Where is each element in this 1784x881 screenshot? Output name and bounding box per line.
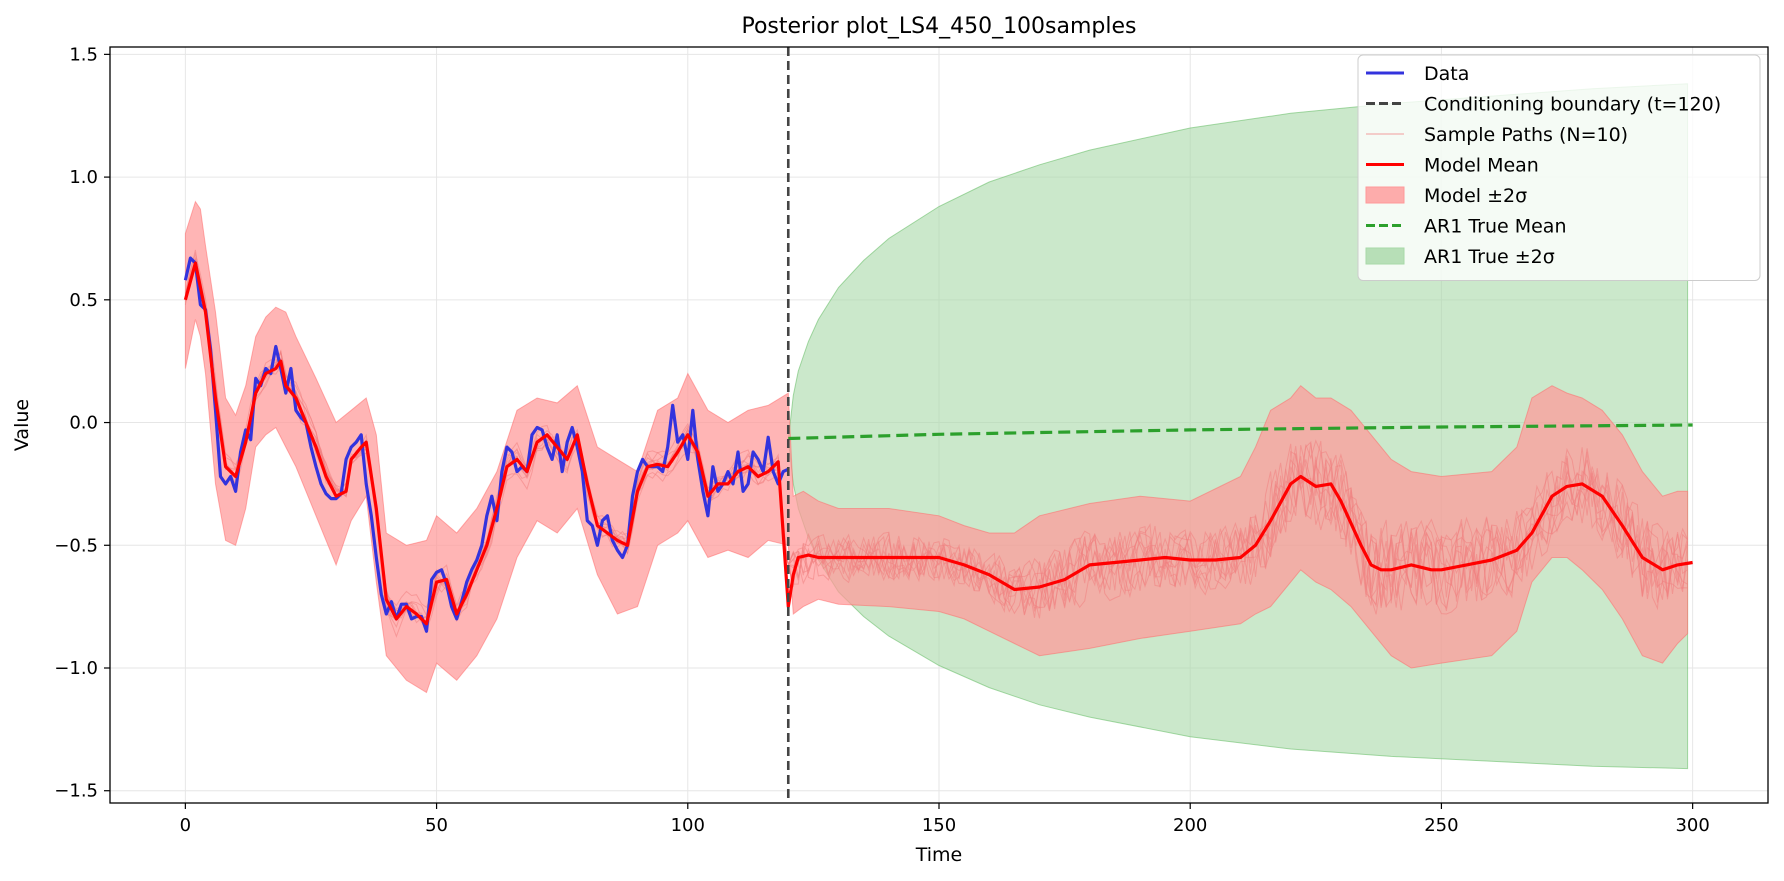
legend-swatch bbox=[1365, 186, 1405, 204]
data-line bbox=[183, 256, 789, 633]
legend-label: Data bbox=[1424, 63, 1469, 85]
x-tick-label: 250 bbox=[1424, 815, 1458, 836]
y-tick-label: −0.5 bbox=[54, 535, 98, 556]
legend-label: Model ±2σ bbox=[1424, 185, 1527, 207]
ticks: 0 50 100 150 200 250 300 −1.5 −1.0 −0.5 0.0 0.5 1.0 1… bbox=[54, 44, 1710, 836]
legend-label: Model Mean bbox=[1424, 155, 1539, 177]
x-tick-label: 0 bbox=[180, 815, 191, 836]
y-tick-label: −1.5 bbox=[54, 781, 98, 802]
y-tick-label: 1.5 bbox=[69, 44, 98, 65]
y-tick-label: −1.0 bbox=[54, 658, 98, 679]
sample-path bbox=[184, 260, 1689, 609]
sample-path bbox=[184, 249, 1688, 628]
legend-label: AR1 True Mean bbox=[1424, 216, 1567, 238]
x-axis-label: Time bbox=[915, 844, 963, 866]
legend-label: Sample Paths (N=10) bbox=[1424, 124, 1628, 146]
y-tick-label: 0.5 bbox=[69, 290, 98, 311]
legend-swatch bbox=[1365, 247, 1405, 265]
x-tick-label: 50 bbox=[425, 815, 448, 836]
legend-label: AR1 True ±2σ bbox=[1424, 246, 1555, 268]
series-lines bbox=[183, 47, 1693, 803]
sample-path bbox=[184, 251, 1688, 632]
y-tick-label: 0.0 bbox=[69, 413, 98, 434]
x-tick-label: 300 bbox=[1675, 815, 1709, 836]
legend-label: Conditioning boundary (t=120) bbox=[1424, 94, 1721, 116]
legend-box bbox=[1357, 54, 1761, 281]
legend: Data Conditioning boundary (t=120) Sample … bbox=[1357, 54, 1761, 281]
model-band-area bbox=[184, 200, 1689, 694]
x-tick-label: 100 bbox=[671, 815, 705, 836]
chart-title: Posterior plot_LS4_450_100samples bbox=[741, 14, 1136, 39]
y-axis-label: Value bbox=[11, 399, 33, 451]
y-tick-label: 1.0 bbox=[69, 167, 98, 188]
x-tick-label: 150 bbox=[922, 815, 956, 836]
ar1-mean-line bbox=[788, 423, 1693, 441]
model-mean-line bbox=[183, 261, 1693, 626]
x-tick-label: 200 bbox=[1173, 815, 1207, 836]
